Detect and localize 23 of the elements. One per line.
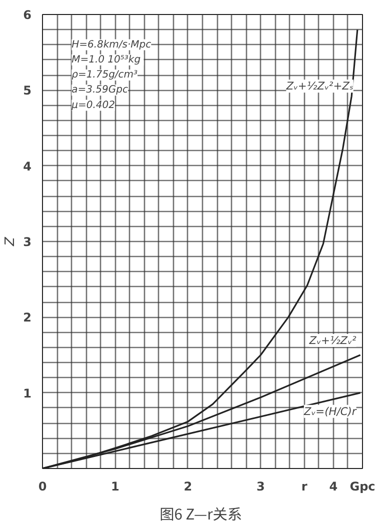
series-label: Zᵥ+½Zᵥ² xyxy=(308,334,358,347)
annotation: ρ=1.75g/cm³ xyxy=(72,70,138,81)
y-tick-label: 4 xyxy=(23,159,32,174)
x-tick-label: 3 xyxy=(256,480,265,494)
x-tick-label: r xyxy=(301,480,308,494)
x-tick-label: 2 xyxy=(184,480,192,494)
annotation: M=1.0 10⁵³kg xyxy=(72,54,141,66)
x-tick-label: 1 xyxy=(111,480,120,494)
series-label: Zᵥ=(H/C)r xyxy=(302,404,357,418)
x-tick-label: 0 xyxy=(38,480,47,494)
y-tick-label: 2 xyxy=(23,310,32,325)
y-axis-title: Z xyxy=(3,236,18,247)
annotation: a=3.59Gpc xyxy=(72,84,128,96)
y-tick-label: 5 xyxy=(23,84,32,98)
annotation: μ=0.402 xyxy=(70,100,115,111)
annotation: H=6.8km/s·Mpc xyxy=(72,39,152,50)
y-tick-label: 3 xyxy=(23,235,32,249)
x-tick-label: 4 xyxy=(329,480,338,494)
y-tick-label: 6 xyxy=(23,8,32,22)
series-label: Zᵥ+½Zᵥ²+Zₛ xyxy=(285,80,354,93)
y-tick-label: 1 xyxy=(23,386,32,400)
text: 图6 Z—r关系 xyxy=(160,504,242,524)
x-tick-label: Gpc xyxy=(350,480,376,494)
